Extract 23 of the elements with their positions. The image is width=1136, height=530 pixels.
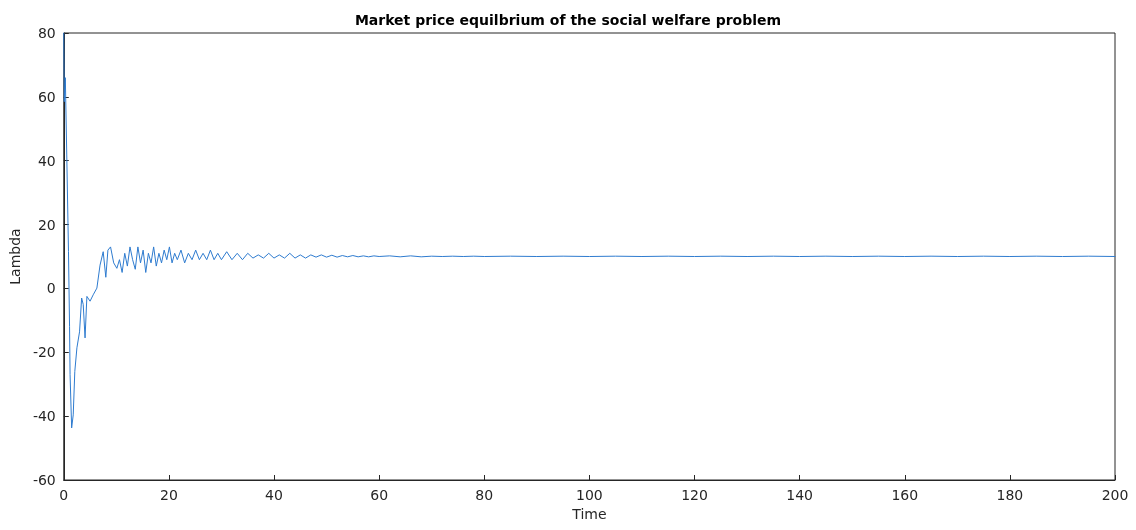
x-tick-label: 140: [786, 487, 813, 503]
x-tick-label: 180: [996, 487, 1024, 503]
y-tick-label: 40: [37, 152, 56, 169]
x-tick-label: 160: [891, 487, 919, 503]
y-tick-label: -40: [32, 408, 56, 425]
y-tick-label: 60: [37, 88, 56, 105]
y-tick-label: 20: [37, 216, 56, 233]
x-tick-label: 80: [475, 487, 494, 503]
x-tick-label: 200: [1101, 487, 1129, 503]
x-tick-label: 100: [576, 487, 603, 503]
y-tick-label: 80: [37, 25, 56, 41]
x-tick-label: 40: [265, 487, 283, 503]
y-tick-label: 0: [46, 280, 56, 297]
line-series: [63, 32, 1116, 429]
x-tick-label: 20: [159, 487, 178, 503]
chart-title: Market price equilbrium of the social welfare problem: [354, 12, 782, 28]
y-axis-title: Lambda: [7, 228, 23, 285]
y-tick-label: -60: [32, 472, 56, 488]
x-axis-title: Time: [571, 505, 607, 522]
x-tick-label: 60: [370, 487, 389, 503]
x-tick-label: 120: [681, 487, 708, 503]
x-tick-label: 0: [59, 487, 69, 503]
y-tick-label: -20: [32, 344, 56, 361]
